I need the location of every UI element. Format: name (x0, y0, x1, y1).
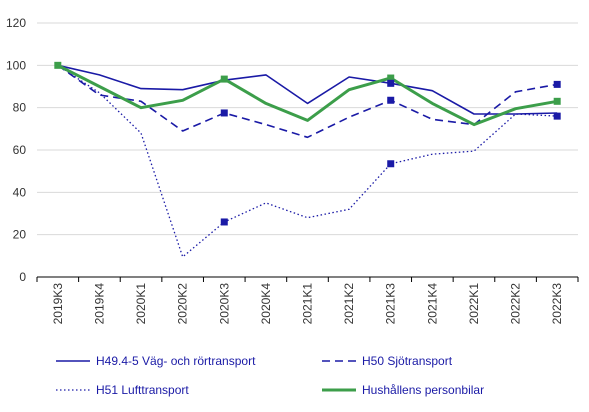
y-tick-label: 0 (19, 270, 26, 284)
grid (37, 22, 578, 278)
y-axis: 0 20 40 60 80 100 120 (6, 16, 26, 284)
x-tick-label: 2019K3 (51, 283, 65, 325)
series-markers (54, 61, 561, 226)
x-tick-label: 2020K2 (176, 283, 190, 325)
x-tick-label: 2021K4 (425, 283, 439, 325)
legend-label-1: H50 Sjötransport (362, 354, 453, 368)
x-tick-label: 2020K3 (217, 283, 231, 325)
x-tick-label: 2021K3 (384, 283, 398, 325)
data-point-marker (387, 79, 395, 87)
series-line-1 (57, 64, 558, 139)
legend-label-0: H49.4-5 Väg- och rörtransport (96, 354, 256, 368)
series-lines (57, 63, 558, 258)
y-tick-label: 100 (6, 58, 26, 72)
x-tick-label: 2022K2 (509, 283, 523, 325)
x-tick-label: 2020K4 (259, 283, 273, 325)
series-line-0 (57, 64, 558, 115)
data-point-marker (220, 75, 228, 83)
y-tick-label: 120 (6, 16, 26, 30)
data-point-marker (553, 112, 561, 120)
legend-label-3: Hushållens personbilar (362, 383, 484, 397)
y-tick-label: 40 (13, 185, 27, 199)
x-tick-label: 2021K1 (301, 283, 315, 325)
data-point-marker (553, 97, 561, 105)
data-point-marker (553, 80, 561, 88)
x-tick-label: 2019K4 (92, 283, 106, 325)
x-tick-label: 2021K2 (342, 283, 356, 325)
series-line-2 (57, 64, 558, 258)
legend: H49.4-5 Väg- och rörtransport H50 Sjötran… (56, 354, 484, 397)
legend-label-2: H51 Lufttransport (96, 383, 189, 397)
data-point-marker (387, 160, 395, 168)
x-tick-label: 2022K3 (550, 283, 564, 325)
data-point-marker (387, 74, 395, 82)
series-line-3 (57, 63, 558, 127)
y-tick-label: 80 (13, 101, 27, 115)
x-axis: 2019K3 2019K4 2020K1 2020K2 2020K3 2020K4 2021… (36, 277, 579, 325)
y-tick-label: 60 (13, 143, 27, 157)
x-tick-label: 2022K1 (467, 283, 481, 325)
y-tick-label: 20 (13, 228, 27, 242)
x-tick-label: 2020K1 (134, 283, 148, 325)
data-point-marker (220, 218, 228, 226)
data-point-marker (387, 96, 395, 104)
data-point-marker (54, 61, 62, 69)
data-point-marker (220, 109, 228, 117)
